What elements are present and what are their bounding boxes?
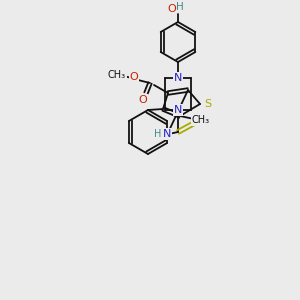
Text: S: S xyxy=(203,115,211,125)
Text: CH₃: CH₃ xyxy=(192,115,210,125)
Text: N: N xyxy=(163,129,171,139)
Text: O: O xyxy=(168,4,176,14)
Text: N: N xyxy=(174,105,182,115)
Text: H: H xyxy=(154,129,162,139)
Text: H: H xyxy=(176,2,184,12)
Text: O: O xyxy=(139,95,147,105)
Text: N: N xyxy=(174,73,182,83)
Text: CH₃: CH₃ xyxy=(108,70,126,80)
Text: O: O xyxy=(130,72,138,82)
Text: S: S xyxy=(204,99,211,109)
